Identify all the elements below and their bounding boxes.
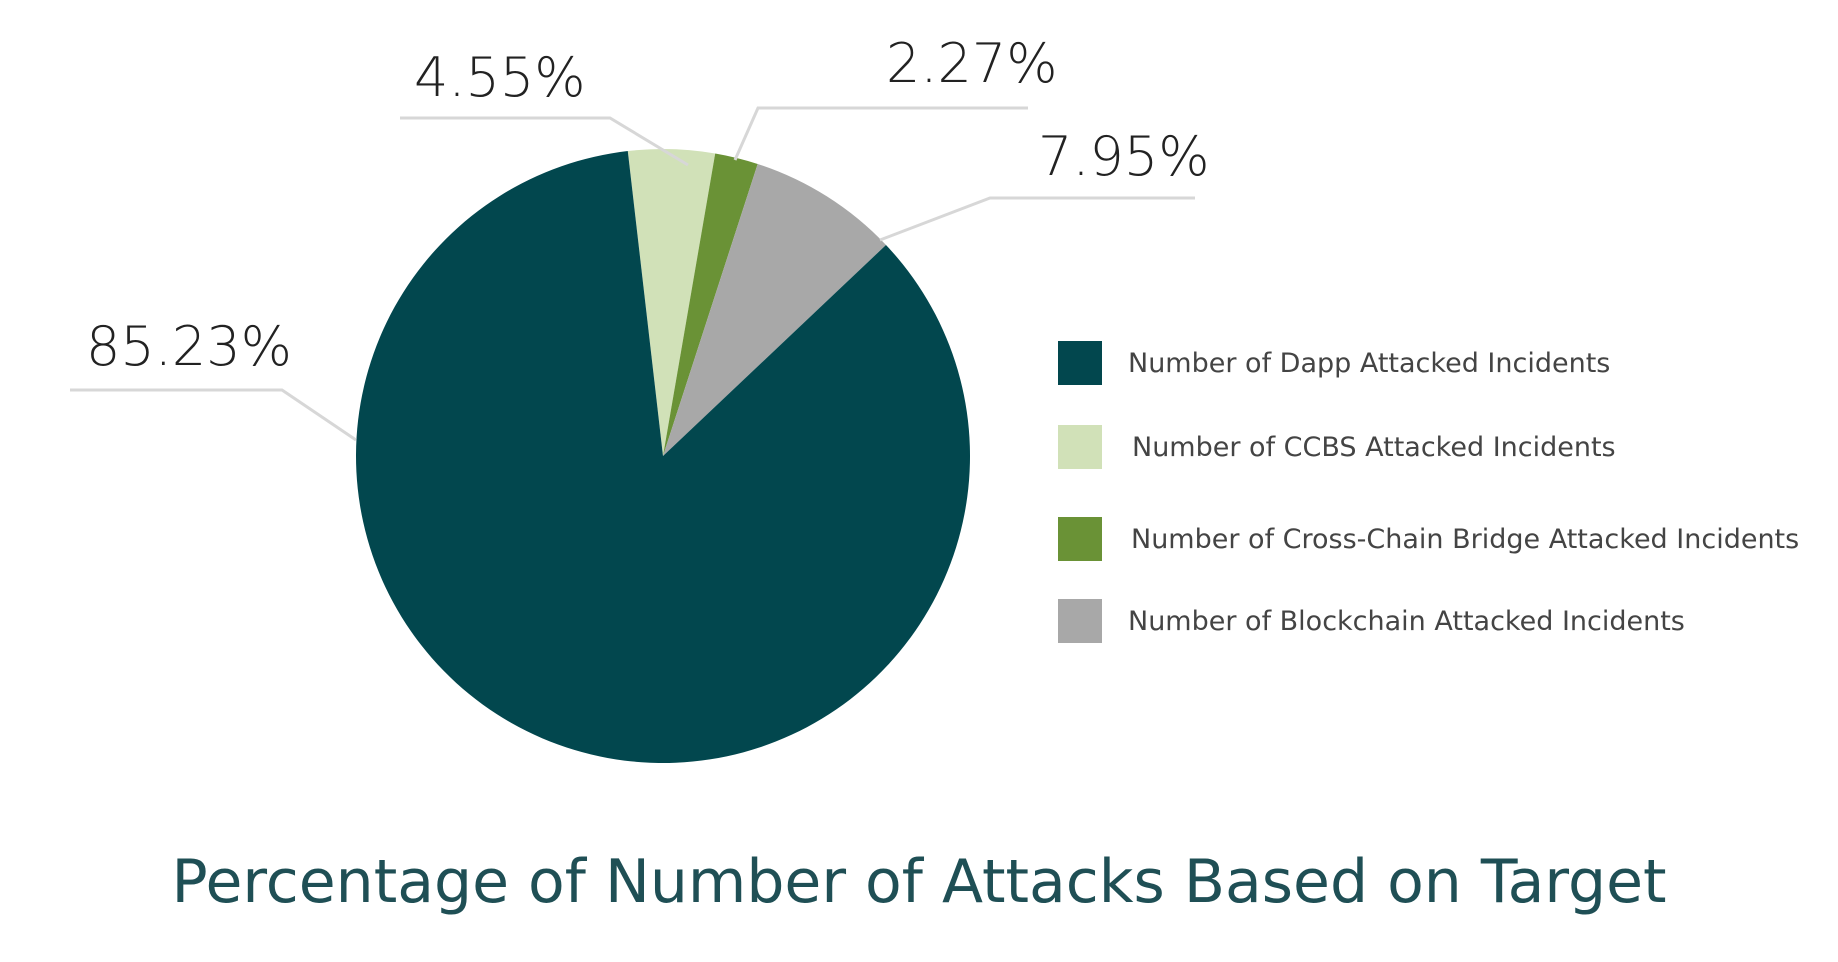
slice-label-ccbs: 4.55% [414, 46, 586, 109]
pie-slices [356, 149, 971, 763]
legend-label-cross-chain: Number of Cross-Chain Bridge Attacked In… [1131, 524, 1799, 555]
leader-line-ccbs [400, 116, 689, 167]
leader-line-dapp [70, 388, 357, 442]
legend-label-ccbs: Number of CCBS Attacked Incidents [1132, 432, 1616, 463]
legend-swatch-dapp [1058, 341, 1102, 385]
slice-label-blockchain: 7.95% [1038, 125, 1210, 188]
leader-line-blockchain [879, 196, 1195, 242]
chart-title: Percentage of Number of Attacks Based on… [171, 847, 1666, 917]
legend-item-ccbs: Number of CCBS Attacked Incidents [1058, 425, 1616, 469]
legend: Number of Dapp Attacked Incidents Number… [1058, 341, 1799, 643]
legend-label-blockchain: Number of Blockchain Attacked Incidents [1128, 606, 1685, 637]
legend-item-blockchain: Number of Blockchain Attacked Incidents [1058, 599, 1685, 643]
pie-slice-blockchain [663, 163, 886, 456]
pie-slice-dapp [356, 151, 971, 763]
slice-label-dapp: 85.23% [86, 315, 292, 378]
legend-swatch-cross-chain [1058, 517, 1102, 561]
percentage-labels: 85.23% 4.55% 2.27% 7.95% [86, 32, 1210, 378]
legend-swatch-ccbs [1058, 425, 1102, 469]
leader-line-cross-chain [733, 106, 1028, 161]
pie-slice-cross-chain [663, 153, 758, 456]
legend-label-dapp: Number of Dapp Attacked Incidents [1128, 348, 1610, 379]
leader-lines [70, 106, 1195, 442]
legend-item-cross-chain: Number of Cross-Chain Bridge Attacked In… [1058, 517, 1799, 561]
legend-item-dapp: Number of Dapp Attacked Incidents [1058, 341, 1610, 385]
slice-label-cross-chain: 2.27% [886, 32, 1058, 95]
legend-swatch-blockchain [1058, 599, 1102, 643]
pie-slice-ccbs [627, 149, 716, 457]
